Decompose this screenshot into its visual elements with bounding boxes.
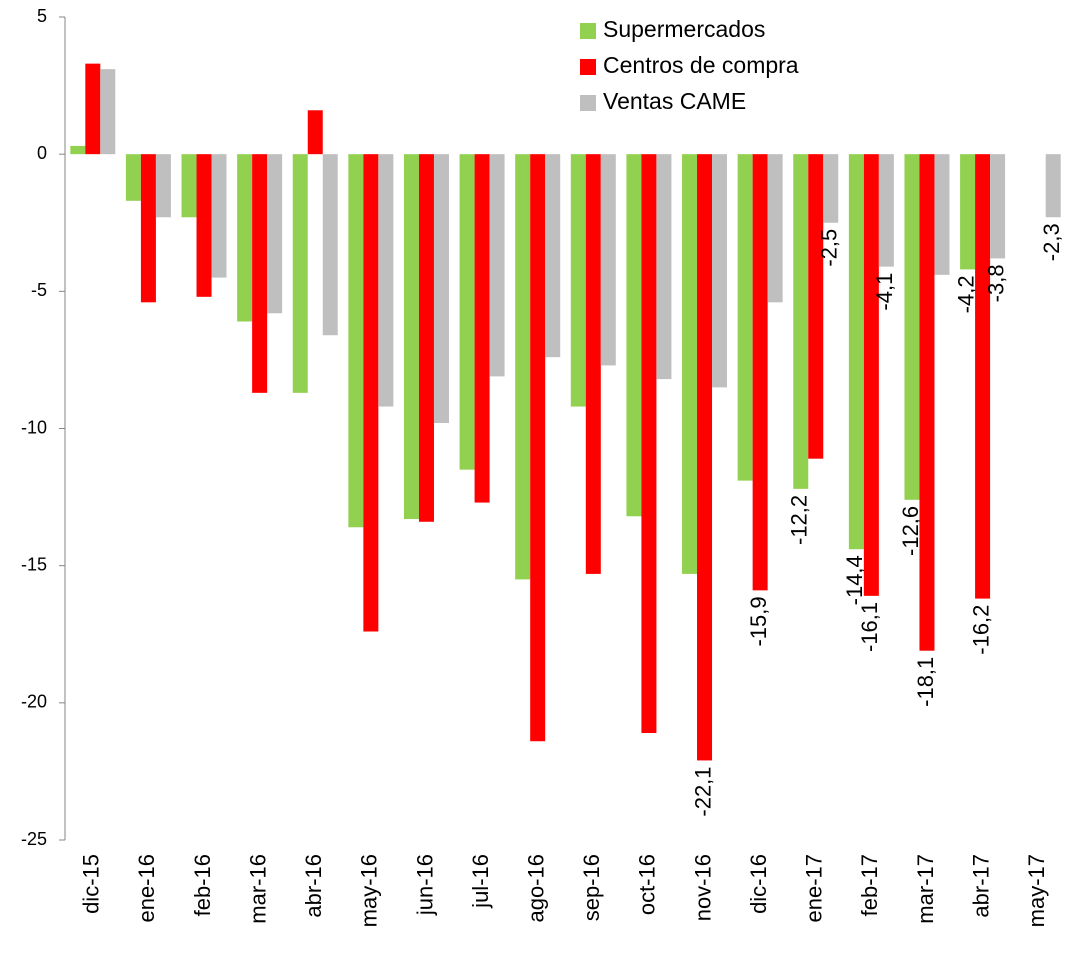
- data-label: -4,2: [953, 275, 978, 313]
- x-tick-label: dic-15: [79, 854, 104, 914]
- x-tick-label: oct-16: [635, 854, 660, 915]
- x-tick-label: dic-16: [746, 854, 771, 914]
- bar: [237, 154, 253, 322]
- bar: [181, 154, 197, 218]
- x-tick-label: jun-16: [412, 854, 437, 916]
- y-tick-label: -15: [21, 554, 47, 574]
- data-label: -2,3: [1039, 223, 1064, 261]
- x-tick-label: ago-16: [524, 854, 549, 923]
- legend-swatch: [580, 23, 596, 39]
- data-label: -12,6: [898, 506, 923, 556]
- legend-swatch: [580, 59, 596, 75]
- x-tick-label: feb-16: [190, 854, 215, 916]
- bar: [322, 154, 338, 336]
- bar: [378, 154, 394, 407]
- x-tick-label: may-17: [1024, 854, 1049, 927]
- bar: [292, 154, 308, 393]
- y-tick-label: -25: [21, 829, 47, 849]
- bar: [1045, 154, 1061, 218]
- x-tick-label: feb-17: [857, 854, 882, 916]
- legend-swatch: [580, 95, 596, 111]
- bar: [904, 154, 920, 500]
- bar: [403, 154, 419, 520]
- bar: [570, 154, 586, 407]
- bar: [348, 154, 364, 528]
- bar: [990, 154, 1006, 259]
- bar: [211, 154, 227, 278]
- x-tick-label: jul-16: [468, 854, 493, 909]
- bar: [656, 154, 672, 380]
- bar: [252, 154, 268, 393]
- bar: [960, 154, 976, 270]
- bar: [878, 154, 894, 267]
- bar: [307, 110, 323, 155]
- bar: [793, 154, 809, 489]
- x-tick-label: abr-17: [968, 854, 993, 918]
- bar: [85, 63, 101, 155]
- y-tick-label: -20: [21, 692, 47, 712]
- data-label: -22,1: [690, 766, 715, 816]
- bar: [863, 154, 879, 596]
- bar: [267, 154, 283, 314]
- legend-label: Centros de compra: [603, 52, 799, 78]
- bar: [585, 154, 601, 574]
- bar: [418, 154, 434, 522]
- bar: [474, 154, 490, 503]
- bar: [641, 154, 657, 734]
- data-label: -2,5: [817, 229, 842, 267]
- data-label: -18,1: [913, 657, 938, 707]
- bar: [155, 154, 171, 218]
- bar: [975, 154, 991, 599]
- bar: [808, 154, 824, 459]
- bar: [530, 154, 546, 742]
- data-label: -16,1: [857, 602, 882, 652]
- bar: [767, 154, 783, 303]
- bar: [600, 154, 616, 366]
- data-label: -4,1: [872, 273, 897, 311]
- bar: [682, 154, 698, 574]
- bar: [515, 154, 531, 580]
- y-tick-label: -5: [31, 280, 47, 300]
- bar: [140, 154, 156, 303]
- data-label: -16,2: [968, 605, 993, 655]
- bar: [737, 154, 753, 481]
- bar: [752, 154, 768, 591]
- bar: [934, 154, 950, 275]
- legend-label: Ventas CAME: [603, 88, 746, 114]
- bar: [363, 154, 379, 632]
- x-tick-label: may-16: [357, 854, 382, 927]
- bar: [70, 145, 86, 155]
- bar: [459, 154, 475, 470]
- x-tick-label: sep-16: [579, 854, 604, 921]
- bar: [489, 154, 505, 377]
- bar: [823, 154, 839, 223]
- x-tick-label: mar-17: [913, 854, 938, 924]
- bar: [848, 154, 864, 550]
- bar: [697, 154, 713, 761]
- bar: [545, 154, 561, 358]
- x-tick-label: nov-16: [690, 854, 715, 921]
- x-tick-label: ene-17: [802, 854, 827, 923]
- data-label: -15,9: [746, 596, 771, 646]
- bar: [100, 69, 116, 155]
- data-label: -14,4: [842, 555, 867, 605]
- bar: [712, 154, 728, 388]
- x-tick-label: ene-16: [134, 854, 159, 923]
- data-label: -3,8: [983, 264, 1008, 302]
- x-tick-label: mar-16: [245, 854, 270, 924]
- bar: [196, 154, 212, 297]
- legend-label: Supermercados: [603, 16, 765, 42]
- bar: [626, 154, 642, 517]
- data-label: -12,2: [787, 495, 812, 545]
- y-tick-label: 0: [37, 143, 47, 163]
- y-tick-label: 5: [37, 6, 47, 26]
- x-tick-label: abr-16: [301, 854, 326, 918]
- bar: [919, 154, 935, 651]
- bar: [125, 154, 141, 201]
- bar: [433, 154, 449, 424]
- y-tick-label: -10: [21, 417, 47, 437]
